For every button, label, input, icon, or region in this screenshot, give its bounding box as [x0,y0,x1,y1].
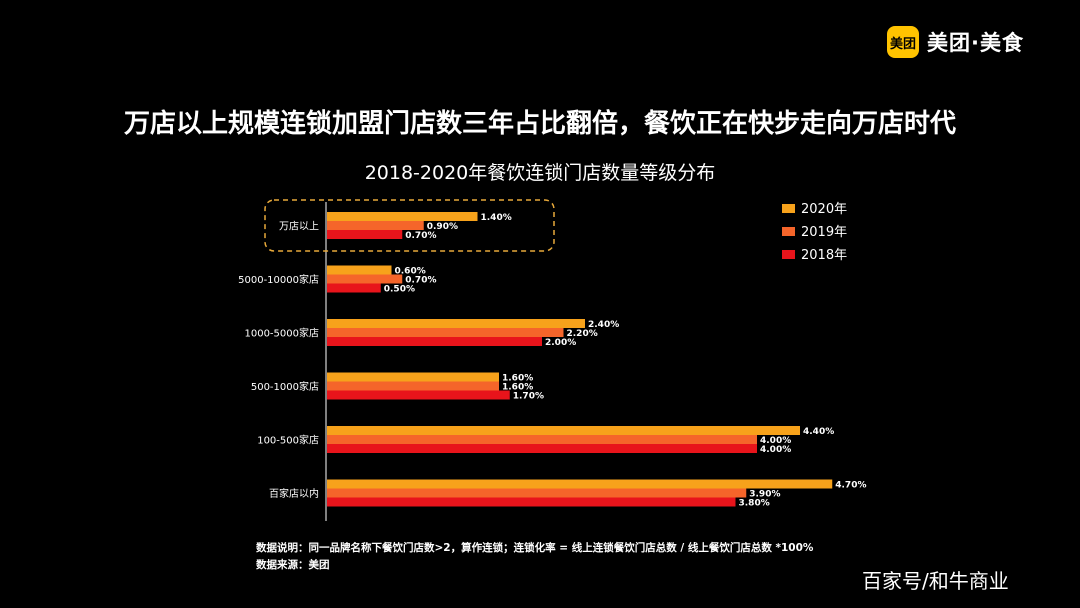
legend-swatch [782,250,795,259]
data-label: 4.70% [835,481,866,491]
bar [327,488,747,498]
data-label: 3.90% [749,490,780,500]
logo-badge: 美团 [887,26,919,58]
category-label: 1000-5000家店 [244,327,319,340]
category-label: 500-1000家店 [251,380,319,393]
headline: 万店以上规模连锁加盟门店数三年占比翻倍，餐饮正在快步走向万店时代 [123,109,956,139]
data-label: 2.00% [545,338,576,348]
bar [327,337,542,346]
data-label: 1.60% [502,374,533,384]
bar [327,274,403,284]
legend-label: 2019年 [801,225,847,240]
data-note: 数据说明：同一品牌名称下餐饮门店数>2，算作连锁；连锁化率 = 线上连锁餐饮门店… [256,542,814,554]
data-label: 0.50% [384,285,415,295]
watermark: 百家号/和牛商业 [862,569,1009,593]
bar [327,221,424,230]
bar [327,372,499,382]
bar [327,319,585,328]
data-label: 0.90% [427,222,458,232]
bar [327,230,403,239]
data-label: 0.70% [405,276,436,286]
data-label: 2.20% [567,329,598,339]
data-label: 0.60% [395,267,426,277]
legend-swatch [782,204,795,213]
bar [327,265,392,275]
bar [327,212,478,221]
bar [327,283,381,293]
data-label: 4.00% [760,445,791,455]
bar [327,497,736,507]
data-label: 0.70% [405,231,436,241]
data-label: 1.70% [513,392,544,402]
highlight-box [264,199,555,252]
bar [327,479,833,489]
bar [327,390,510,400]
legend-label: 2020年 [801,202,847,217]
category-label: 万店以上 [279,220,319,233]
data-label: 2.40% [588,320,619,330]
bar [327,444,757,453]
bar [327,435,757,444]
meituan-logo: 美团 美团·美食 [887,26,1024,58]
data-label: 1.60% [502,383,533,393]
category-label: 百家店以内 [269,487,319,500]
bar [327,328,564,337]
data-label: 1.40% [481,213,512,223]
data-source: 数据来源：美团 [256,559,330,571]
legend-swatch [782,227,795,236]
category-label: 5000-10000家店 [238,273,319,286]
legend-label: 2018年 [801,248,847,263]
data-label: 4.40% [803,427,834,437]
logo-text: 美团·美食 [927,31,1024,55]
data-label: 4.00% [760,436,791,446]
category-label: 100-500家店 [257,434,319,447]
bar [327,381,499,391]
data-label: 3.80% [739,499,770,509]
chart-title: 2018-2020年餐饮连锁门店数量等级分布 [364,162,716,184]
bar [327,426,800,435]
